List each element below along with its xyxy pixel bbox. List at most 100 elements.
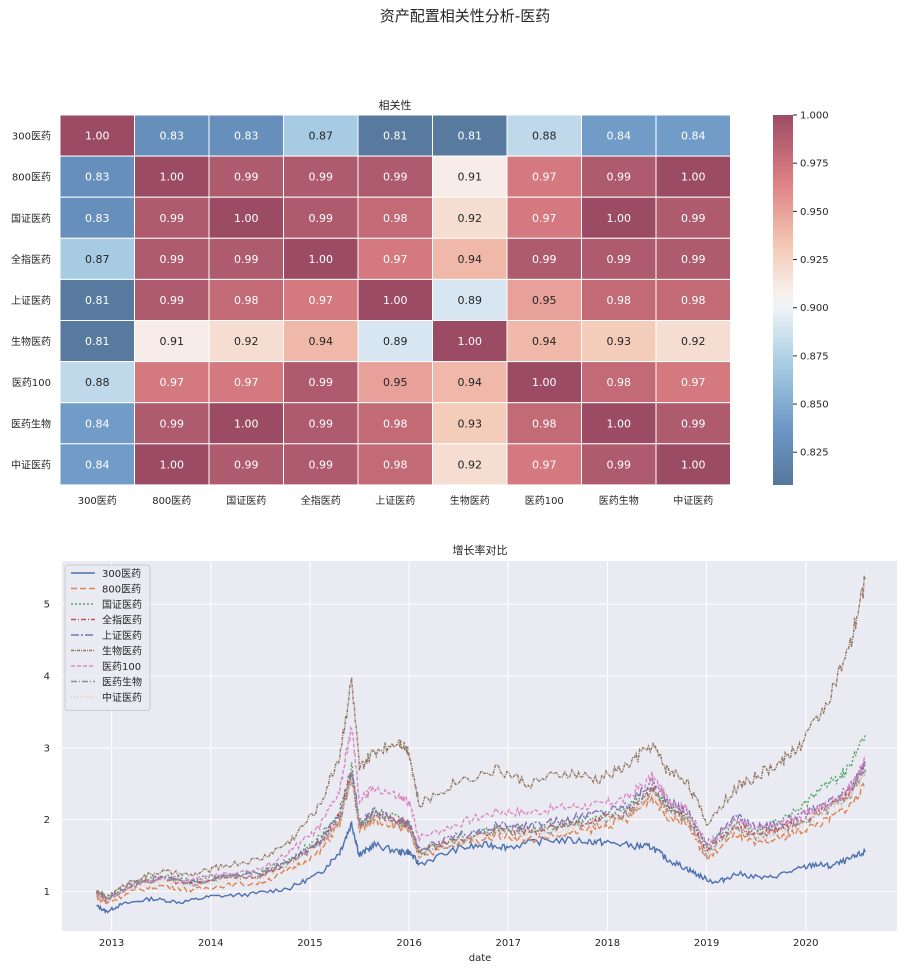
legend-label: 上证医药: [102, 630, 142, 642]
linechart-series: [96, 575, 866, 915]
series-line: [96, 575, 866, 901]
heatmap-cell-label-6-4: 0.95: [383, 376, 408, 389]
heatmap-cell-label-5-0: 0.81: [85, 335, 110, 348]
legend-label: 医药100: [102, 661, 141, 673]
heatmap-row-label: 生物医药: [11, 335, 51, 348]
heatmap-cell-label-8-2: 0.99: [234, 458, 259, 471]
heatmap-cell-label-7-3: 0.99: [309, 417, 334, 430]
linechart-x-ticks: 2013 2014 2015 2016 2017 2018 2019 2020: [99, 938, 819, 949]
heatmap-title: 相关性: [379, 98, 412, 112]
linechart-x-tick-label: 2016: [396, 938, 421, 949]
heatmap-cell-6-1: [134, 361, 210, 404]
heatmap-cell-5-7: [581, 320, 657, 363]
heatmap-col-label: 300医药: [78, 495, 117, 507]
heatmap-row-label: 上证医药: [11, 295, 51, 307]
heatmap-cell-2-1: [134, 196, 210, 239]
heatmap-row-label: 中证医药: [11, 458, 51, 471]
heatmap-cell-label-0-7: 0.84: [607, 130, 632, 143]
legend-label: 国证医药: [102, 599, 142, 611]
heatmap-cell-6-6: [506, 361, 582, 404]
heatmap-cell-3-0: [59, 237, 135, 280]
heatmap-cells: 1.00 0.83 0.83 0.87 0.81 0.81 0.88 0.84 0.84 0.83…: [59, 114, 731, 486]
heatmap-cell-label-6-1: 0.97: [160, 376, 185, 389]
heatmap-row-label: 医药100: [12, 377, 51, 389]
colorbar-tick-label: 0.975: [800, 159, 829, 170]
heatmap-cell-8-5: [432, 443, 508, 486]
heatmap-cell-label-8-5: 0.92: [458, 458, 483, 471]
heatmap-cell-label-5-7: 0.93: [607, 335, 632, 348]
heatmap-cell-label-5-8: 0.92: [681, 335, 706, 348]
heatmap-cell-label-6-8: 0.97: [681, 376, 706, 389]
heatmap-cell-7-5: [432, 402, 508, 445]
heatmap-cell-label-7-0: 0.84: [85, 417, 110, 430]
series-line: [96, 769, 866, 902]
heatmap-cell-label-6-2: 0.97: [234, 376, 259, 389]
heatmap-cell-label-7-2: 1.00: [234, 417, 259, 430]
heatmap-cell-label-5-4: 0.89: [383, 335, 408, 348]
heatmap-cell-4-5: [432, 278, 508, 321]
heatmap-cell-2-2: [208, 196, 284, 239]
heatmap-cell-label-4-7: 0.98: [607, 294, 632, 307]
heatmap-cell-3-3: [283, 237, 359, 280]
heatmap-col-label: 医药100: [525, 495, 564, 507]
heatmap-cell-label-0-8: 0.84: [681, 130, 706, 143]
heatmap-cell-label-2-5: 0.92: [458, 212, 483, 225]
legend-box: [64, 564, 151, 711]
heatmap-cell-7-3: [283, 402, 359, 445]
heatmap-cell-label-3-0: 0.87: [85, 253, 110, 266]
heatmap-cell-label-8-3: 0.99: [309, 458, 334, 471]
heatmap-cell-label-1-8: 1.00: [681, 171, 706, 184]
legend-label: 全指医药: [102, 614, 142, 627]
heatmap-cell-8-4: [357, 443, 433, 486]
heatmap-cell-label-7-5: 0.93: [458, 417, 483, 430]
heatmap-cell-label-0-2: 0.83: [234, 130, 259, 143]
heatmap-cell-label-8-8: 1.00: [681, 458, 706, 471]
heatmap-cell-2-4: [357, 196, 433, 239]
heatmap-cell-label-0-6: 0.88: [532, 130, 557, 143]
linechart-x-tick-label: 2018: [595, 938, 620, 949]
heatmap-cell-label-5-5: 1.00: [458, 335, 483, 348]
heatmap-cell-8-2: [208, 443, 284, 486]
heatmap-cell-label-3-5: 0.94: [458, 253, 483, 266]
heatmap-col-labels: 300医药 800医药 国证医药 全指医药 上证医药 生物医药 医药100 医药生物 中证医药: [78, 494, 714, 507]
heatmap-col-label: 中证医药: [673, 494, 713, 507]
linechart-y-tick-label: 3: [44, 743, 50, 754]
heatmap-cell-5-3: [283, 320, 359, 363]
heatmap-cell-label-4-1: 0.99: [160, 294, 185, 307]
heatmap-cell-label-4-8: 0.98: [681, 294, 706, 307]
heatmap-cell-label-2-1: 0.99: [160, 212, 185, 225]
linechart-y-ticks: 1 2 3 4 5: [44, 600, 50, 898]
heatmap-cell-3-8: [655, 237, 731, 280]
heatmap-cell-label-7-4: 0.98: [383, 417, 408, 430]
heatmap-cell-4-2: [208, 278, 284, 321]
heatmap-cell-label-5-1: 0.91: [160, 335, 185, 348]
heatmap-col-label: 全指医药: [301, 494, 341, 507]
linechart-plot-area: [62, 561, 897, 931]
heatmap-cell-6-0: [59, 361, 135, 404]
heatmap-cell-label-6-7: 0.98: [607, 376, 632, 389]
heatmap-cell-label-7-1: 0.99: [160, 417, 185, 430]
heatmap-cell-label-0-1: 0.83: [160, 130, 185, 143]
heatmap-cell-7-2: [208, 402, 284, 445]
heatmap-cell-label-1-6: 0.97: [532, 171, 557, 184]
heatmap-cell-5-4: [357, 320, 433, 363]
heatmap-cell-3-1: [134, 237, 210, 280]
heatmap-cell-label-3-6: 0.99: [532, 253, 557, 266]
heatmap-cell-7-0: [59, 402, 135, 445]
heatmap-cell-2-3: [283, 196, 359, 239]
heatmap-cell-4-3: [283, 278, 359, 321]
heatmap-cell-5-1: [134, 320, 210, 363]
heatmap-cell-2-0: [59, 196, 135, 239]
heatmap-cell-label-6-6: 1.00: [532, 376, 557, 389]
heatmap-cell-label-1-5: 0.91: [458, 171, 483, 184]
heatmap-cell-0-1: [134, 114, 210, 157]
heatmap-cell-label-2-6: 0.97: [532, 212, 557, 225]
linechart-x-tick-label: 2013: [99, 938, 124, 949]
heatmap-cell-label-1-7: 0.99: [607, 171, 632, 184]
heatmap-cell-label-2-0: 0.83: [85, 212, 110, 225]
heatmap-col-label: 医药生物: [599, 494, 639, 507]
linechart-xlabel: date: [469, 953, 492, 964]
legend-label: 生物医药: [102, 645, 142, 658]
heatmap-cell-5-8: [655, 320, 731, 363]
